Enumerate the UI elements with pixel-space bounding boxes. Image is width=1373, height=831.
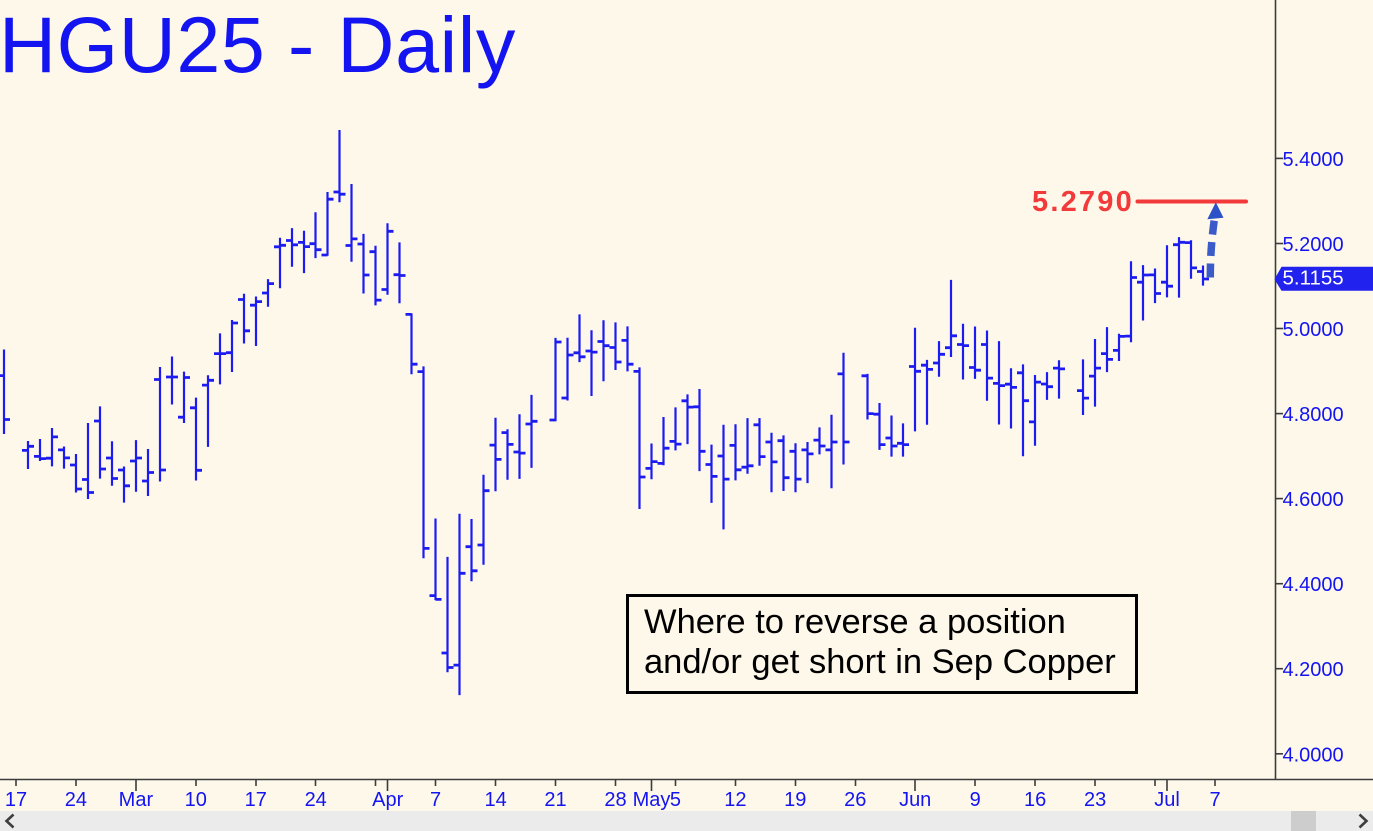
svg-text:26: 26 (844, 789, 866, 811)
svg-text:24: 24 (305, 789, 327, 811)
svg-text:Apr: Apr (372, 789, 403, 811)
svg-text:19: 19 (784, 789, 806, 811)
svg-text:4.6000: 4.6000 (1283, 489, 1344, 511)
svg-text:4.0000: 4.0000 (1283, 744, 1344, 766)
svg-text:17: 17 (5, 789, 27, 811)
svg-text:10: 10 (185, 789, 207, 811)
svg-text:12: 12 (724, 789, 746, 811)
svg-text:Mar: Mar (119, 789, 154, 811)
svg-text:24: 24 (65, 789, 87, 811)
svg-text:Jun: Jun (899, 789, 931, 811)
svg-text:5.2000: 5.2000 (1283, 234, 1344, 256)
svg-text:4.4000: 4.4000 (1283, 574, 1344, 596)
svg-text:16: 16 (1024, 789, 1046, 811)
svg-text:9: 9 (970, 789, 981, 811)
svg-text:4.8000: 4.8000 (1283, 404, 1344, 426)
svg-text:May: May (633, 789, 671, 811)
svg-text:14: 14 (484, 789, 506, 811)
svg-text:4.2000: 4.2000 (1283, 659, 1344, 681)
svg-text:5.0000: 5.0000 (1283, 319, 1344, 341)
svg-text:17: 17 (245, 789, 267, 811)
svg-text:23: 23 (1084, 789, 1106, 811)
svg-text:5.1155: 5.1155 (1283, 267, 1344, 290)
svg-text:5.4000: 5.4000 (1283, 149, 1344, 171)
svg-text:Jul: Jul (1154, 789, 1180, 811)
svg-text:28: 28 (604, 789, 626, 811)
svg-text:7: 7 (430, 789, 441, 811)
svg-text:21: 21 (544, 789, 566, 811)
svg-text:5: 5 (670, 789, 681, 811)
svg-text:7: 7 (1209, 789, 1220, 811)
